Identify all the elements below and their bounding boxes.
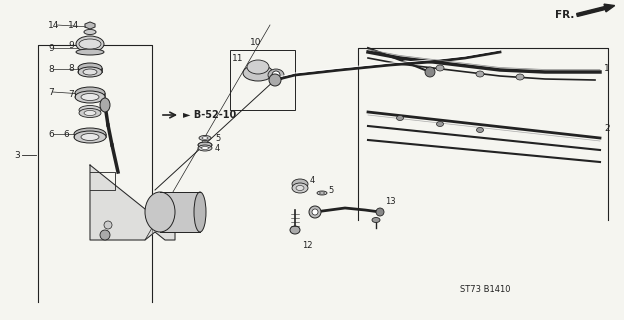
Circle shape xyxy=(272,71,280,79)
Ellipse shape xyxy=(83,69,97,75)
Ellipse shape xyxy=(74,128,106,140)
Circle shape xyxy=(309,206,321,218)
Ellipse shape xyxy=(198,145,212,151)
Text: 4: 4 xyxy=(215,143,220,153)
Ellipse shape xyxy=(81,93,99,100)
Text: 8: 8 xyxy=(68,63,74,73)
Polygon shape xyxy=(85,22,95,29)
Text: 5: 5 xyxy=(328,186,333,195)
Text: FR.: FR. xyxy=(555,10,574,20)
FancyArrow shape xyxy=(577,4,615,16)
Text: 8: 8 xyxy=(48,65,54,74)
Ellipse shape xyxy=(292,179,308,189)
Ellipse shape xyxy=(84,29,96,35)
Text: 9: 9 xyxy=(48,44,54,52)
Text: 2: 2 xyxy=(604,124,610,132)
Text: 10: 10 xyxy=(250,37,261,46)
Ellipse shape xyxy=(290,226,300,234)
Ellipse shape xyxy=(100,98,110,112)
Ellipse shape xyxy=(437,122,444,126)
Text: 6: 6 xyxy=(48,130,54,139)
Ellipse shape xyxy=(76,36,104,52)
Text: 6: 6 xyxy=(63,130,69,139)
Text: 11: 11 xyxy=(232,53,243,62)
Text: 9: 9 xyxy=(68,41,74,50)
Ellipse shape xyxy=(198,142,212,148)
Text: 14: 14 xyxy=(68,20,79,29)
Ellipse shape xyxy=(145,192,175,232)
Text: 1: 1 xyxy=(604,63,610,73)
Ellipse shape xyxy=(79,108,101,117)
Ellipse shape xyxy=(396,116,404,121)
Text: 13: 13 xyxy=(385,197,396,206)
Ellipse shape xyxy=(202,137,208,139)
Text: ► B-52-10: ► B-52-10 xyxy=(183,110,236,120)
Text: 4: 4 xyxy=(310,175,315,185)
Text: 3: 3 xyxy=(14,150,20,159)
Ellipse shape xyxy=(202,147,208,149)
Ellipse shape xyxy=(476,71,484,77)
Text: 5: 5 xyxy=(215,133,220,142)
Ellipse shape xyxy=(268,69,284,81)
Ellipse shape xyxy=(199,135,211,140)
Ellipse shape xyxy=(76,49,104,55)
Ellipse shape xyxy=(194,192,206,232)
Ellipse shape xyxy=(79,39,101,49)
Ellipse shape xyxy=(436,65,444,71)
Ellipse shape xyxy=(243,65,273,81)
Ellipse shape xyxy=(477,127,484,132)
Text: 7: 7 xyxy=(68,90,74,99)
Ellipse shape xyxy=(84,110,96,116)
Circle shape xyxy=(376,208,384,216)
Circle shape xyxy=(269,74,281,86)
Ellipse shape xyxy=(516,74,524,80)
Ellipse shape xyxy=(292,183,308,193)
Ellipse shape xyxy=(78,63,102,73)
Ellipse shape xyxy=(75,87,105,99)
Circle shape xyxy=(104,221,112,229)
Polygon shape xyxy=(90,165,175,240)
Ellipse shape xyxy=(372,218,380,222)
Ellipse shape xyxy=(247,60,269,74)
Ellipse shape xyxy=(79,106,101,115)
Ellipse shape xyxy=(81,133,99,140)
Text: 14: 14 xyxy=(48,20,59,29)
Ellipse shape xyxy=(74,131,106,143)
Text: ST73 B1410: ST73 B1410 xyxy=(460,285,510,294)
Circle shape xyxy=(425,67,435,77)
Bar xyxy=(230,50,295,110)
Ellipse shape xyxy=(75,91,105,103)
Text: 12: 12 xyxy=(302,242,313,251)
Bar xyxy=(160,192,200,232)
Ellipse shape xyxy=(78,67,102,77)
Ellipse shape xyxy=(296,186,304,190)
Circle shape xyxy=(100,230,110,240)
Ellipse shape xyxy=(317,191,327,195)
Ellipse shape xyxy=(319,192,324,194)
Text: 7: 7 xyxy=(48,87,54,97)
Circle shape xyxy=(312,209,318,215)
